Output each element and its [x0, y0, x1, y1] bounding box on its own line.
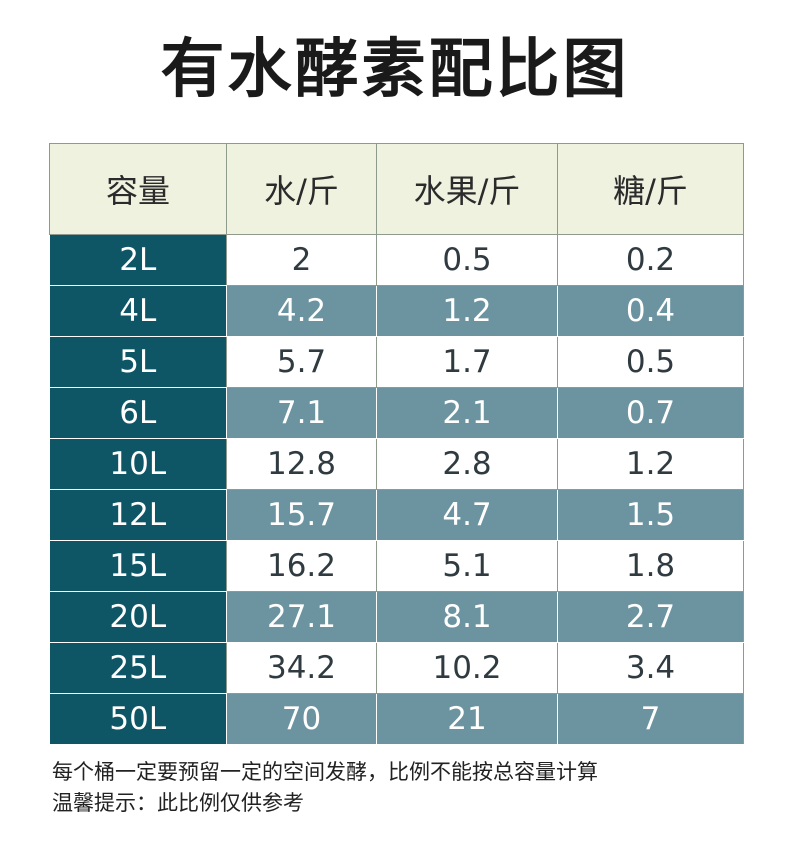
sugar-cell: 0.2 [557, 234, 744, 286]
sugar-cell: 1.5 [557, 489, 744, 541]
table-row: 15L 16.2 5.1 1.8 [49, 540, 744, 592]
table-row: 2L 2 0.5 0.2 [49, 234, 744, 286]
fruit-cell: 8.1 [376, 591, 558, 643]
table-row: 50L 70 21 7 [49, 693, 744, 745]
capacity-cell: 20L [49, 591, 227, 643]
capacity-cell: 12L [49, 489, 227, 541]
capacity-cell: 2L [49, 234, 227, 286]
table-row: 10L 12.8 2.8 1.2 [49, 438, 744, 490]
sugar-cell: 1.2 [557, 438, 744, 490]
water-cell: 16.2 [226, 540, 377, 592]
capacity-cell: 25L [49, 642, 227, 694]
water-cell: 15.7 [226, 489, 377, 541]
water-cell: 70 [226, 693, 377, 745]
header-capacity: 容量 [49, 143, 227, 235]
water-cell: 27.1 [226, 591, 377, 643]
table-row: 20L 27.1 8.1 2.7 [49, 591, 744, 643]
capacity-cell: 50L [49, 693, 227, 745]
page-title: 有水酵素配比图 [160, 33, 630, 107]
table-row: 6L 7.1 2.1 0.7 [49, 387, 744, 439]
water-cell: 4.2 [226, 285, 377, 337]
capacity-cell: 15L [49, 540, 227, 592]
fruit-cell: 21 [376, 693, 558, 745]
table-row: 4L 4.2 1.2 0.4 [49, 285, 744, 337]
capacity-cell: 6L [49, 387, 227, 439]
water-cell: 5.7 [226, 336, 377, 388]
fruit-cell: 0.5 [376, 234, 558, 286]
capacity-cell: 10L [49, 438, 227, 490]
water-cell: 2 [226, 234, 377, 286]
table-header-row: 容量 水/斤 水果/斤 糖/斤 [49, 143, 744, 235]
fruit-cell: 1.2 [376, 285, 558, 337]
note-line: 每个桶一定要预留一定的空间发酵，比例不能按总容量计算 [52, 760, 598, 784]
tip-line: 温馨提示：此比例仅供参考 [52, 791, 304, 815]
header-water: 水/斤 [226, 143, 377, 235]
table-row: 12L 15.7 4.7 1.5 [49, 489, 744, 541]
table-row: 5L 5.7 1.7 0.5 [49, 336, 744, 388]
fruit-cell: 2.8 [376, 438, 558, 490]
fruit-cell: 5.1 [376, 540, 558, 592]
header-fruit: 水果/斤 [376, 143, 558, 235]
sugar-cell: 0.7 [557, 387, 744, 439]
sugar-cell: 3.4 [557, 642, 744, 694]
header-sugar: 糖/斤 [557, 143, 744, 235]
table-row: 25L 34.2 10.2 3.4 [49, 642, 744, 694]
fruit-cell: 2.1 [376, 387, 558, 439]
ratio-table: 容量 水/斤 水果/斤 糖/斤 2L 2 0.5 0.2 4L 4.2 1.2 … [49, 143, 744, 745]
sugar-cell: 2.7 [557, 591, 744, 643]
water-cell: 34.2 [226, 642, 377, 694]
sugar-cell: 1.8 [557, 540, 744, 592]
fruit-cell: 4.7 [376, 489, 558, 541]
sugar-cell: 7 [557, 693, 744, 745]
fruit-cell: 10.2 [376, 642, 558, 694]
notes: 每个桶一定要预留一定的空间发酵，比例不能按总容量计算 温馨提示：此比例仅供参考 [52, 757, 752, 819]
sugar-cell: 0.4 [557, 285, 744, 337]
capacity-cell: 5L [49, 336, 227, 388]
water-cell: 7.1 [226, 387, 377, 439]
sugar-cell: 0.5 [557, 336, 744, 388]
water-cell: 12.8 [226, 438, 377, 490]
fruit-cell: 1.7 [376, 336, 558, 388]
capacity-cell: 4L [49, 285, 227, 337]
